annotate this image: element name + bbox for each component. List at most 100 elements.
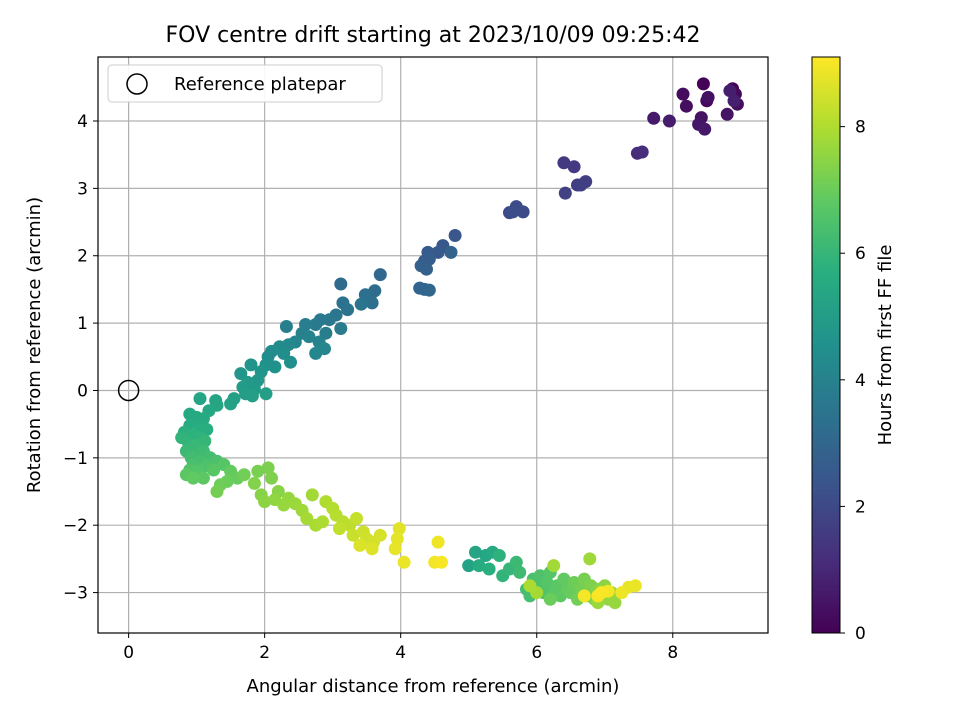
x-tick-label: 8 — [667, 643, 678, 663]
legend-box — [107, 64, 383, 103]
data-point — [193, 392, 207, 406]
data-point — [513, 565, 527, 579]
data-point — [322, 313, 336, 327]
data-point — [506, 205, 520, 219]
data-point — [261, 461, 275, 475]
data-point — [422, 283, 436, 297]
data-point — [341, 303, 355, 317]
colorbar-tick-label: 0 — [855, 624, 866, 644]
data-point — [259, 387, 273, 401]
data-point — [635, 145, 649, 159]
colorbar-tick-label: 8 — [855, 118, 866, 138]
y-tick-label: −2 — [63, 516, 88, 536]
colorbar-ticks: 0 2 4 6 8 — [840, 118, 866, 644]
data-point — [523, 579, 537, 593]
data-point — [435, 555, 448, 569]
data-point — [309, 346, 323, 360]
data-point — [608, 596, 622, 610]
data-point — [305, 488, 319, 502]
data-point — [720, 107, 734, 121]
x-axis-ticks: 0 2 4 6 8 — [123, 633, 678, 663]
x-tick-label: 4 — [395, 643, 406, 663]
y-axis-label: Rotation from reference (arcmin) — [24, 197, 45, 493]
colorbar-tick-label: 4 — [855, 371, 866, 391]
data-point — [615, 586, 629, 600]
data-point — [577, 589, 591, 603]
y-tick-label: −1 — [63, 449, 88, 469]
data-point — [662, 114, 676, 128]
data-point — [346, 528, 360, 542]
data-point — [245, 389, 259, 403]
data-point — [277, 346, 291, 360]
data-point — [186, 471, 200, 485]
data-point — [258, 495, 272, 509]
data-point — [557, 572, 571, 586]
data-point — [509, 555, 523, 569]
legend-reference-marker — [126, 73, 148, 95]
data-point — [333, 522, 346, 536]
data-point — [567, 160, 581, 174]
colorbar-tick-label: 2 — [855, 497, 866, 517]
data-point — [300, 512, 314, 525]
data-point — [196, 471, 210, 485]
data-point — [234, 367, 248, 381]
data-point — [444, 245, 458, 259]
data-point — [365, 296, 379, 310]
data-point — [594, 586, 608, 600]
y-tick-label: 3 — [77, 179, 88, 199]
y-tick-label: 1 — [77, 314, 88, 334]
data-point — [676, 87, 690, 101]
data-point — [543, 592, 557, 606]
data-point — [334, 322, 348, 335]
y-tick-label: 2 — [77, 247, 88, 267]
data-point — [207, 463, 221, 477]
data-point — [727, 94, 741, 108]
grid — [98, 57, 768, 633]
data-point — [557, 156, 571, 170]
data-point — [472, 559, 486, 573]
data-point — [516, 205, 530, 219]
data-point — [279, 320, 293, 333]
data-point — [448, 229, 462, 242]
data-point — [316, 515, 329, 529]
data-point — [365, 542, 379, 556]
data-point — [334, 277, 348, 291]
data-point — [540, 576, 554, 589]
x-tick-label: 2 — [259, 643, 270, 663]
data-point — [319, 326, 333, 340]
data-points — [117, 77, 744, 610]
data-point — [284, 355, 297, 369]
data-point — [251, 464, 265, 478]
colorbar-label: Hours from first FF file — [875, 245, 896, 446]
data-point — [224, 397, 238, 411]
data-point — [431, 535, 445, 549]
data-point — [247, 476, 261, 490]
data-point — [237, 468, 251, 482]
y-axis-ticks: −3 −2 −1 0 1 2 3 4 — [63, 112, 98, 604]
data-point — [210, 485, 224, 498]
data-point — [302, 330, 316, 344]
y-tick-label: −3 — [63, 584, 88, 604]
data-point — [397, 555, 411, 569]
data-point — [392, 522, 406, 536]
data-point — [388, 542, 402, 556]
data-point — [574, 178, 588, 192]
data-point — [277, 498, 291, 512]
data-point — [353, 538, 367, 552]
data-point — [701, 90, 715, 104]
data-point — [492, 549, 506, 562]
data-point — [647, 111, 661, 125]
reference-platepar-marker — [117, 379, 140, 402]
colorbar-gradient — [811, 56, 841, 634]
data-point — [373, 268, 387, 282]
y-tick-label: 4 — [77, 112, 88, 132]
data-point — [420, 262, 433, 276]
data-point — [265, 471, 278, 485]
data-point — [583, 552, 597, 566]
plot-area: 0 2 4 6 8 −3 −2 −1 0 1 2 3 4 — [63, 56, 769, 663]
data-point — [547, 559, 561, 573]
data-point — [698, 122, 712, 136]
data-point — [350, 512, 363, 525]
data-point — [558, 186, 572, 200]
